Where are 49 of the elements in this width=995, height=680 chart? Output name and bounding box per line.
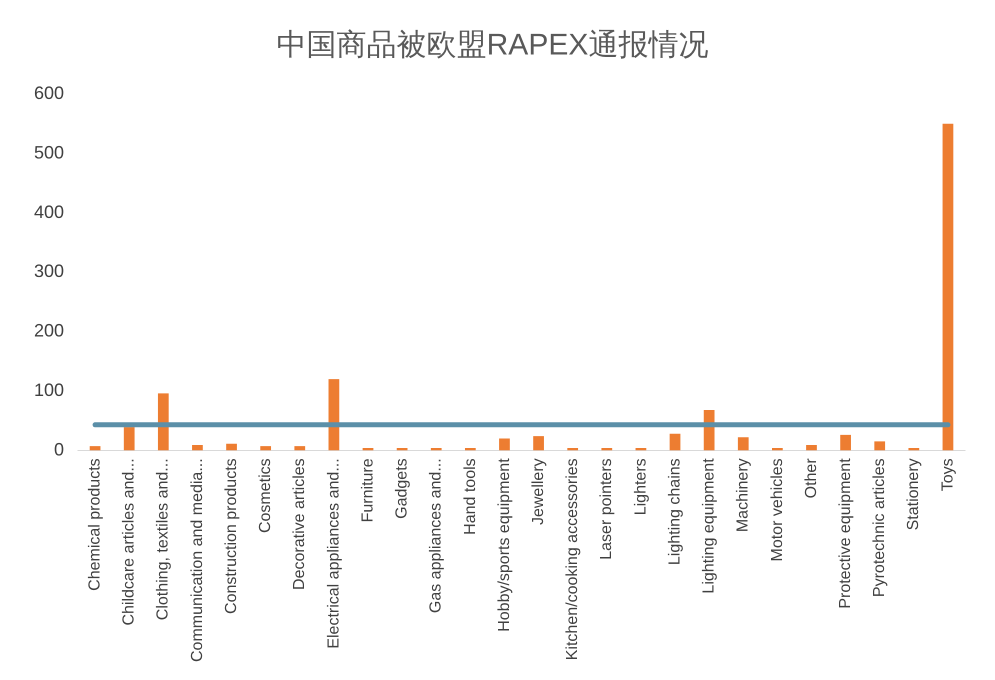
chart-title: 中国商品被欧盟RAPEX通报情况: [276, 28, 708, 62]
x-tick-label: Communication and media...: [188, 458, 206, 662]
bar: [533, 436, 544, 450]
x-tick-label: Gadgets: [394, 458, 411, 519]
y-tick-label: 0: [54, 439, 64, 460]
bar: [499, 438, 510, 450]
y-tick-label: 400: [34, 202, 64, 222]
x-tick-label: Jewellery: [530, 458, 547, 526]
x-tick-label: Cosmetics: [257, 458, 274, 534]
x-tick-label: Lighting chains: [666, 458, 684, 566]
x-tick-label: Electrical appliances and...: [325, 458, 342, 649]
y-tick-label: 300: [34, 261, 64, 282]
bar: [874, 441, 886, 450]
bar: [124, 427, 135, 450]
x-tick-label: Laser pointers: [598, 458, 616, 560]
x-tick-label: Furniture: [359, 458, 376, 522]
x-tick-label: Machinery: [734, 458, 752, 532]
x-tick-label: Chemical products: [86, 458, 104, 591]
y-tick-label: 600: [34, 82, 64, 103]
x-tick-label: Childcare articles and...: [120, 458, 138, 626]
x-tick-label: Toys: [939, 458, 956, 492]
x-tick-label: Lighters: [632, 458, 650, 516]
bar: [738, 437, 749, 450]
bar: [90, 446, 100, 450]
bar: [226, 444, 237, 450]
bar: [328, 379, 340, 450]
x-tick-label: Pyrotechnic articles: [871, 458, 888, 598]
bar: [260, 446, 272, 450]
x-tick-label: Other: [802, 458, 820, 498]
bar: [294, 446, 306, 450]
y-tick-label: 100: [34, 380, 64, 400]
x-tick-label: Lighting equipment: [700, 458, 718, 594]
x-tick-label: Kitchen/cooking accessories: [564, 458, 582, 660]
bar: [192, 445, 203, 450]
x-tick-label: Clothing, textiles and...: [154, 458, 172, 620]
bar: [670, 434, 680, 450]
bar: [840, 434, 851, 450]
x-tick-label: Hobby/sports equipment: [496, 458, 513, 632]
x-tick-label: Stationery: [905, 458, 922, 530]
x-tick-label: Hand tools: [462, 458, 479, 535]
x-tick-label: Protective equipment: [837, 458, 854, 609]
bar: [942, 124, 954, 450]
x-tick-label: Decorative articles: [291, 458, 308, 590]
x-tick-label: Gas appliances and...: [428, 458, 445, 614]
x-tick-label: Construction products: [222, 458, 240, 614]
x-tick-label: Motor vehicles: [768, 458, 786, 562]
bar: [806, 445, 817, 450]
y-tick-label: 500: [34, 142, 64, 162]
y-tick-label: 200: [34, 320, 64, 341]
